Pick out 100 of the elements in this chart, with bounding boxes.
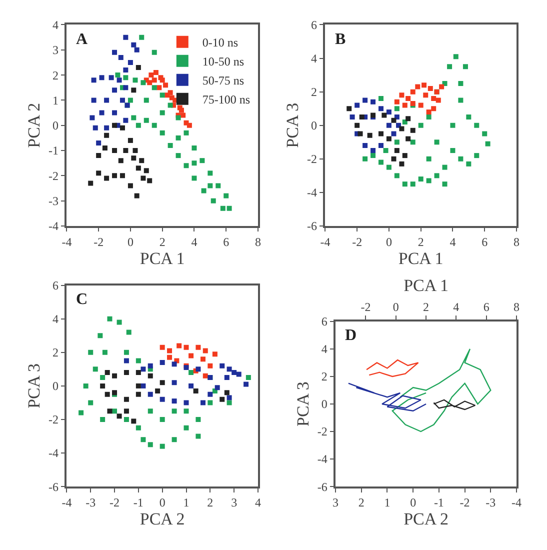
point bbox=[148, 373, 153, 378]
x-tick-label: -1 bbox=[133, 496, 144, 510]
x-tick-label: -3 bbox=[486, 496, 496, 510]
point bbox=[428, 86, 433, 91]
y-tick-label: 4 bbox=[52, 18, 59, 32]
point bbox=[131, 418, 136, 424]
point bbox=[450, 148, 456, 154]
point bbox=[415, 84, 420, 90]
x-tick-label: 0 bbox=[410, 496, 416, 510]
point bbox=[423, 92, 428, 98]
point bbox=[102, 146, 108, 150]
point bbox=[208, 392, 213, 397]
point bbox=[200, 356, 206, 362]
point bbox=[418, 102, 424, 108]
point bbox=[358, 131, 363, 136]
point bbox=[152, 50, 157, 55]
point bbox=[172, 362, 177, 367]
point bbox=[118, 54, 124, 60]
point bbox=[458, 98, 464, 103]
point bbox=[108, 75, 114, 80]
point bbox=[147, 80, 152, 86]
point bbox=[426, 109, 432, 114]
point bbox=[431, 96, 436, 102]
point bbox=[132, 148, 138, 154]
point bbox=[362, 142, 368, 148]
x2-tick-label: 0 bbox=[392, 300, 399, 314]
point bbox=[104, 370, 110, 376]
point bbox=[410, 89, 416, 94]
point bbox=[418, 122, 424, 128]
point bbox=[482, 131, 488, 136]
point bbox=[123, 118, 128, 123]
point bbox=[167, 354, 172, 360]
y-axis-title: PCA 2 bbox=[24, 102, 44, 148]
point bbox=[124, 416, 129, 422]
x2-tick-label: 8 bbox=[513, 300, 520, 314]
point bbox=[436, 98, 441, 103]
point bbox=[354, 102, 360, 108]
x-axis-title: PCA 2 bbox=[140, 510, 185, 529]
y-tick-label: -6 bbox=[48, 480, 59, 494]
point bbox=[176, 343, 182, 348]
point bbox=[378, 106, 384, 112]
line-series bbox=[348, 382, 427, 412]
point bbox=[406, 96, 411, 102]
point bbox=[139, 158, 144, 164]
point bbox=[124, 370, 129, 376]
point bbox=[382, 112, 387, 118]
x-tick-label: -2 bbox=[94, 235, 104, 250]
point bbox=[188, 383, 194, 388]
point bbox=[155, 388, 160, 394]
point bbox=[132, 78, 138, 83]
point bbox=[196, 366, 201, 372]
x-tick-label: 4 bbox=[191, 235, 198, 250]
point bbox=[160, 380, 165, 386]
x-tick-label: 2 bbox=[207, 496, 214, 510]
point bbox=[466, 114, 472, 120]
y-tick-label: 4 bbox=[321, 342, 328, 356]
point bbox=[442, 164, 448, 170]
point bbox=[196, 416, 201, 422]
chart-title: A bbox=[76, 31, 88, 48]
x2-tick-label: -2 bbox=[360, 300, 371, 314]
point bbox=[136, 358, 141, 364]
point bbox=[202, 348, 208, 354]
point bbox=[391, 118, 396, 123]
point bbox=[422, 82, 427, 88]
y-tick-label: 1 bbox=[52, 93, 59, 108]
point bbox=[208, 183, 213, 188]
point bbox=[442, 182, 448, 187]
point bbox=[220, 363, 225, 368]
point bbox=[160, 130, 165, 136]
point bbox=[98, 333, 103, 338]
legend-label: 75-100 ns bbox=[202, 92, 250, 106]
point bbox=[120, 98, 125, 103]
point bbox=[123, 75, 128, 80]
point bbox=[168, 142, 173, 148]
x-tick-label: -1 bbox=[434, 496, 444, 510]
point bbox=[410, 128, 416, 133]
point bbox=[370, 148, 376, 154]
point bbox=[152, 78, 157, 83]
point bbox=[192, 146, 197, 150]
x-tick-label: 0 bbox=[127, 235, 134, 250]
x2-tick-label: 4 bbox=[453, 300, 460, 314]
legend-label: 0-10 ns bbox=[202, 36, 238, 50]
point bbox=[474, 122, 480, 128]
x-tick-label: -4 bbox=[62, 235, 72, 250]
point bbox=[169, 95, 174, 100]
point bbox=[168, 102, 173, 108]
point bbox=[216, 183, 221, 188]
point bbox=[100, 383, 106, 388]
x-tick-label: -4 bbox=[62, 496, 72, 510]
point bbox=[131, 88, 136, 93]
y-tick-label: 4 bbox=[311, 51, 318, 66]
point bbox=[112, 122, 118, 128]
x-tick-label: -2 bbox=[110, 496, 120, 510]
point bbox=[112, 88, 118, 93]
point bbox=[134, 193, 140, 198]
x-tick-label: 8 bbox=[513, 235, 520, 250]
point bbox=[128, 183, 133, 188]
x-tick-label: 4 bbox=[254, 496, 261, 510]
point bbox=[112, 148, 118, 154]
point bbox=[124, 408, 129, 414]
